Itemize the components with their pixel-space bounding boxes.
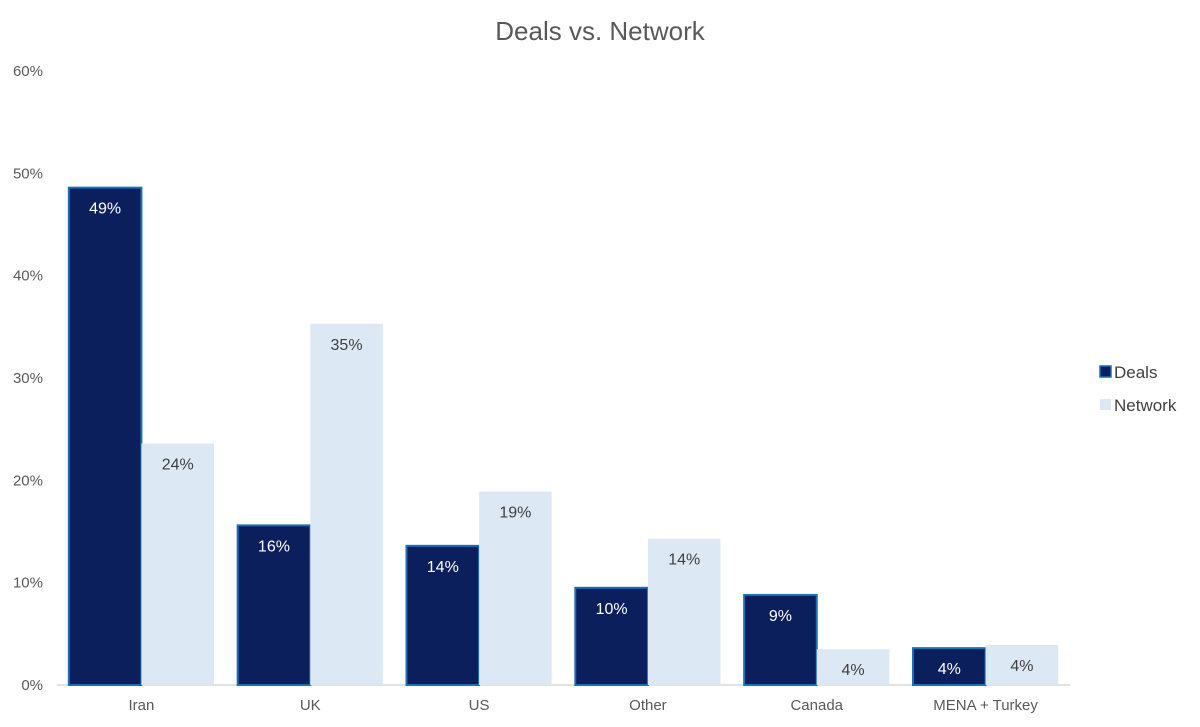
x-axis: Iran UK US Other Canada MENA + Turkey bbox=[57, 684, 1070, 714]
data-label: 4% bbox=[1010, 658, 1033, 675]
data-label: 10% bbox=[596, 601, 628, 618]
data-label: 4% bbox=[841, 662, 864, 679]
data-label: 49% bbox=[89, 201, 121, 218]
legend: Deals Network bbox=[1099, 363, 1177, 415]
y-tick-label: 10% bbox=[13, 575, 43, 592]
data-label: 24% bbox=[162, 456, 194, 473]
bars: 49% 24% 16% 35% 14% 19% 10% 14% 9% 4% 4% 4% bbox=[67, 186, 1059, 686]
bar-network bbox=[479, 491, 552, 685]
category-label: Canada bbox=[790, 697, 843, 714]
legend-swatch bbox=[1100, 399, 1111, 410]
y-axis: 0% 10% 20% 30% 40% 50% 60% bbox=[13, 63, 43, 694]
category-label: MENA + Turkey bbox=[933, 697, 1038, 714]
bar-deals bbox=[67, 186, 143, 686]
bar-network bbox=[647, 538, 721, 685]
category-label: UK bbox=[300, 697, 321, 714]
data-label: 9% bbox=[769, 608, 792, 625]
data-label: 35% bbox=[331, 337, 363, 354]
data-label: 14% bbox=[427, 559, 459, 576]
y-tick-label: 50% bbox=[13, 165, 43, 182]
bar-network bbox=[816, 649, 890, 685]
y-tick-label: 40% bbox=[13, 268, 43, 285]
category-label: US bbox=[469, 697, 490, 714]
bar-network bbox=[141, 443, 215, 685]
data-label: 4% bbox=[938, 661, 961, 678]
y-tick-label: 30% bbox=[13, 370, 43, 387]
bar-deals bbox=[405, 544, 481, 686]
legend-label: Deals bbox=[1114, 363, 1157, 382]
bar-deals bbox=[574, 586, 649, 686]
data-label: 19% bbox=[499, 505, 531, 522]
bar-deals bbox=[743, 593, 818, 686]
chart-title: Deals vs. Network bbox=[495, 16, 705, 46]
y-tick-label: 20% bbox=[13, 472, 43, 489]
category-label: Iran bbox=[128, 697, 154, 714]
bar-network bbox=[310, 323, 383, 685]
bar-network bbox=[985, 645, 1059, 685]
legend-swatch bbox=[1099, 365, 1112, 378]
data-label: 14% bbox=[668, 552, 700, 569]
data-label: 16% bbox=[258, 538, 290, 555]
category-label: Other bbox=[629, 697, 667, 714]
y-tick-label: 60% bbox=[13, 63, 43, 80]
legend-label: Network bbox=[1114, 396, 1177, 415]
y-tick-label: 0% bbox=[21, 677, 43, 694]
bar-deals bbox=[911, 647, 987, 686]
